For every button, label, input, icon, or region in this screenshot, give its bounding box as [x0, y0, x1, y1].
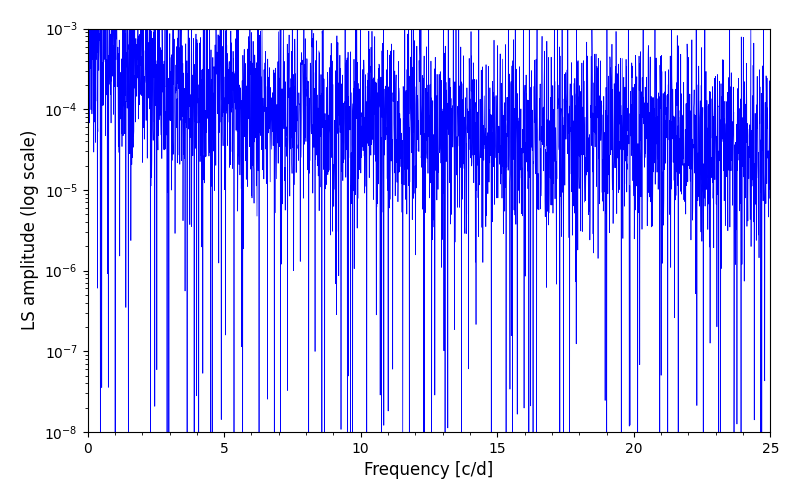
X-axis label: Frequency [c/d]: Frequency [c/d]	[364, 461, 494, 479]
Y-axis label: LS amplitude (log scale): LS amplitude (log scale)	[21, 130, 39, 330]
